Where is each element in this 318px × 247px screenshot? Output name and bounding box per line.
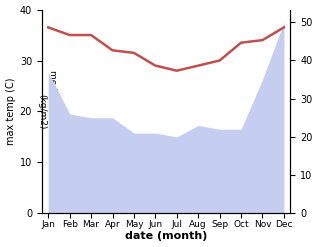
Y-axis label: med. precipitation
(kg/m2): med. precipitation (kg/m2)	[38, 70, 57, 153]
Y-axis label: max temp (C): max temp (C)	[5, 78, 16, 145]
X-axis label: date (month): date (month)	[125, 231, 207, 242]
